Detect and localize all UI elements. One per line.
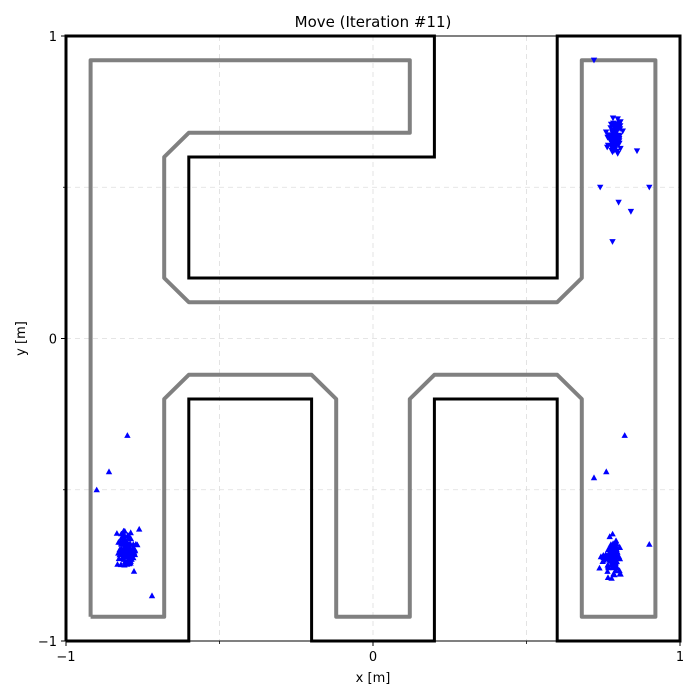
y-axis-label: y [m] (14, 321, 29, 356)
particle-marker (619, 128, 626, 135)
particle-marker (605, 563, 612, 569)
particle-marker (616, 543, 623, 550)
particle-marker (121, 561, 128, 568)
particle-marker (610, 133, 618, 140)
particle-marker (93, 486, 100, 493)
particle-marker (610, 143, 618, 150)
axis-ticks: −1 0 1 −1 0 1 (38, 30, 684, 665)
chart-title: Move (Iteration #11) (295, 13, 452, 31)
particle-marker (609, 530, 616, 537)
particle-marker (615, 199, 622, 206)
particle-marker (124, 535, 132, 541)
particle-marker (646, 184, 653, 191)
particle-marker (127, 529, 134, 536)
inflated-boundary (88, 58, 658, 619)
particle-marker (117, 550, 124, 557)
particle-marker (113, 530, 121, 536)
particle-marker (616, 555, 624, 562)
particle-marker (590, 474, 598, 481)
particle-marker (128, 556, 135, 562)
particle-marker (604, 142, 612, 149)
particle-marker (602, 554, 610, 561)
particle-marker (118, 534, 125, 541)
particle-marker (614, 151, 621, 157)
particle-marker (123, 546, 130, 552)
particle-marker (607, 556, 614, 563)
particle-marker (590, 57, 598, 64)
particle-marker (105, 468, 113, 475)
particle-cloud (93, 57, 653, 599)
particle-marker (128, 545, 136, 552)
particle-marker (606, 545, 613, 552)
particle-marker (136, 525, 143, 532)
inflated-boundary-line (88, 58, 658, 619)
particle-marker (604, 574, 612, 580)
particle-marker (617, 119, 624, 126)
particle-marker (610, 563, 617, 570)
particle-marker (627, 208, 635, 215)
particle-marker (610, 570, 617, 577)
particle-marker (607, 125, 614, 131)
particle-marker (597, 184, 604, 191)
particle-marker (614, 116, 621, 123)
particle-marker (129, 548, 136, 555)
particle-marker (612, 537, 620, 544)
particle-marker (596, 564, 603, 571)
x-axis-label: x [m] (356, 671, 391, 686)
particle-marker (610, 141, 617, 148)
particle-marker (617, 123, 624, 130)
particle-marker (599, 558, 606, 564)
particle-marker (604, 568, 611, 574)
y-tick-label: −1 (38, 635, 57, 650)
particle-marker (646, 541, 653, 547)
particle-marker (124, 432, 131, 438)
x-tick-label: 1 (676, 650, 684, 665)
particle-marker (603, 468, 610, 475)
particle-marker (115, 555, 123, 562)
particle-marker (130, 568, 138, 574)
particle-marker (610, 148, 618, 154)
particle-marker (617, 145, 624, 152)
particle-marker (614, 135, 621, 142)
y-tick-label: 0 (49, 333, 57, 348)
particle-marker (611, 125, 619, 131)
particle-marker (121, 527, 128, 534)
particle-marker (117, 538, 124, 545)
particle-marker (633, 148, 641, 155)
particle-marker (122, 550, 130, 556)
particle-marker (610, 543, 617, 550)
particle-marker (616, 570, 623, 577)
y-tick-label: 1 (49, 30, 57, 45)
particle-marker (148, 592, 156, 599)
particle-marker (602, 129, 610, 136)
particle-marker (609, 115, 617, 122)
particle-marker (609, 239, 616, 245)
x-tick-label: 0 (369, 650, 377, 665)
particle-marker (610, 120, 617, 127)
particle-marker (607, 136, 614, 143)
x-tick-label: −1 (56, 650, 75, 665)
particle-marker (621, 432, 628, 438)
particle-marker (602, 551, 609, 558)
particle-marker (120, 556, 128, 562)
particle-marker (610, 549, 617, 555)
